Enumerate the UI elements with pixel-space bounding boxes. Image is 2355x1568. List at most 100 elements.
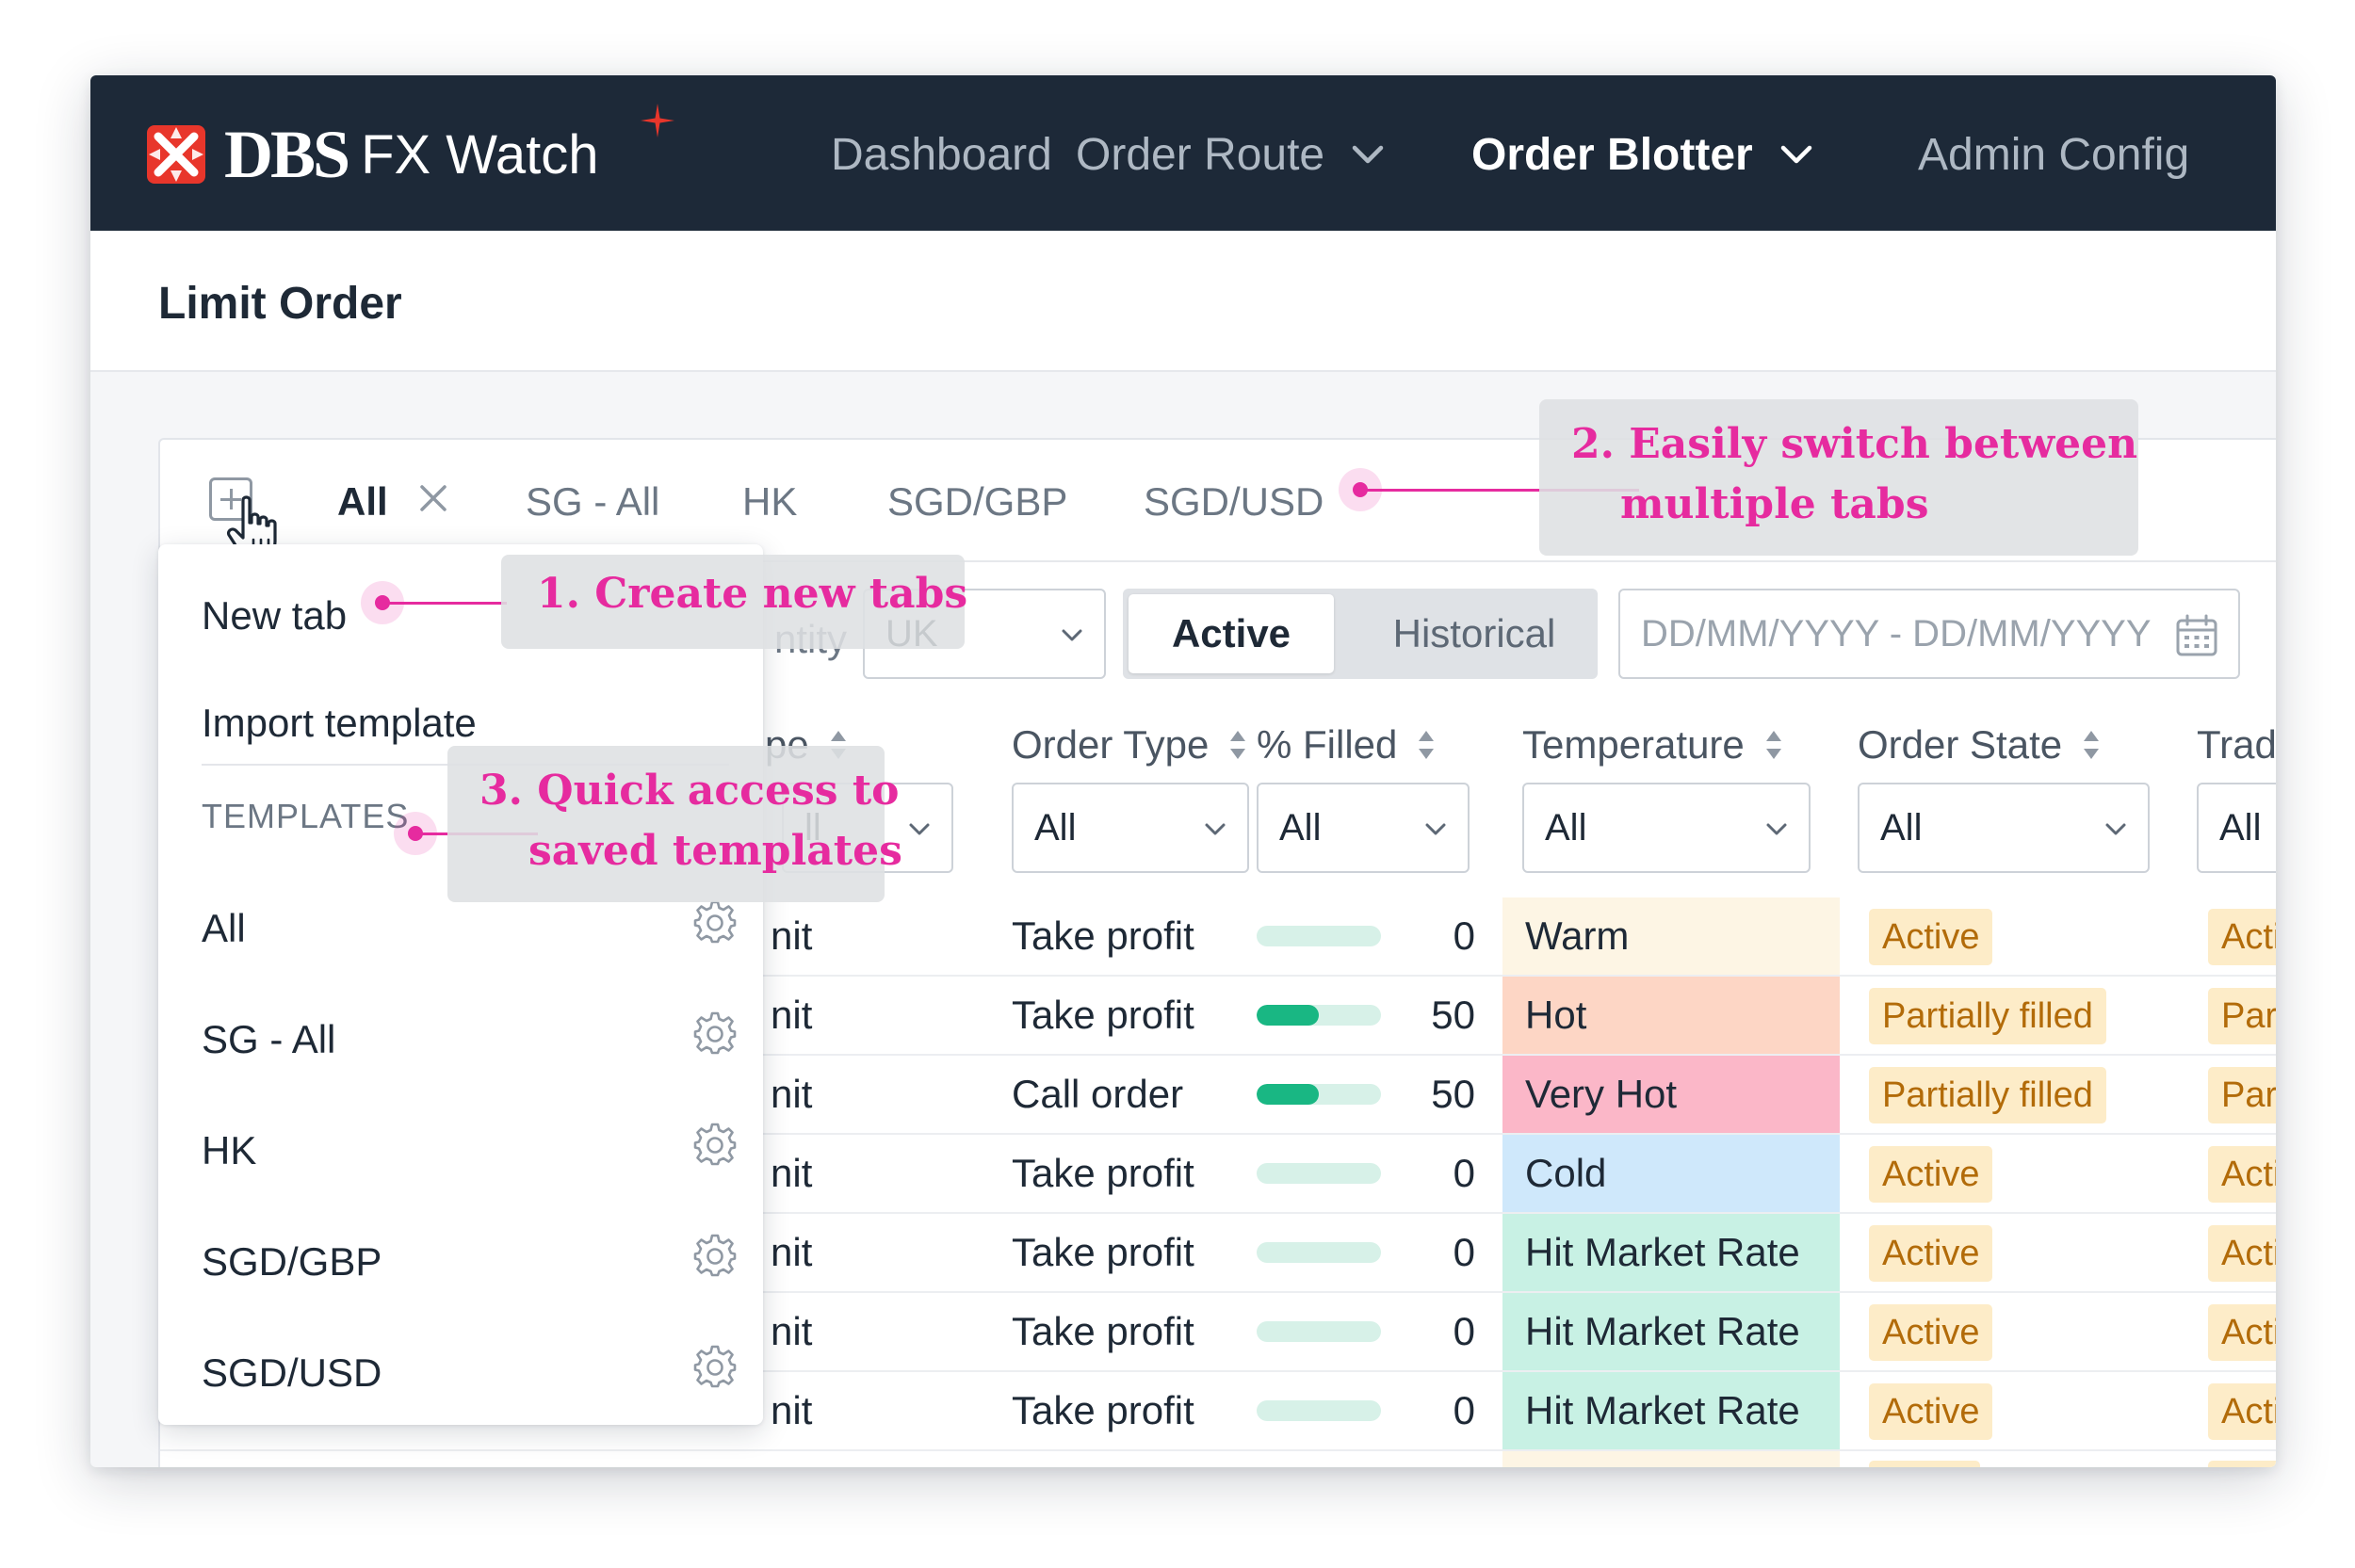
table-row[interactable]: nit Take profit 50 Hot Partially filled … [160,977,2276,1056]
filter-filled-value: All [1279,806,1322,849]
col-header-temperature-label: Temperature [1522,722,1745,767]
col-header-filled[interactable]: % Filled [1257,722,1437,768]
cell-temperature: Hit Market Rate [1502,1372,1840,1449]
annotation-2-leader [1366,489,1639,492]
page-title: Limit Order [158,279,402,329]
nav-admin-config[interactable]: Admin Config [1918,124,2189,185]
status-badge: Active [1869,1225,1993,1282]
filled-progress-bar [1257,1400,1381,1421]
col-header-temperature[interactable]: Temperature [1522,722,1784,768]
tab-sg-all[interactable]: SG - All [526,479,660,524]
menu-import-template[interactable]: Import template [202,701,477,745]
filled-progress-bar [1257,1163,1381,1184]
gear-icon[interactable] [691,1010,739,1057]
table-row[interactable]: nit Call order 50 Very Hot Partially fil… [160,1056,2276,1135]
col-header-order-state[interactable]: Order State [1858,722,2102,768]
status-badge: Active [2208,1225,2276,1282]
chevron-down-icon [2105,823,2126,835]
cell-order-type: Take profit [1012,1230,1194,1274]
menu-new-tab[interactable]: New tab [202,593,348,638]
table-row[interactable]: nit Take profit 0 Cold Active Active [160,1135,2276,1214]
status-badge: Active [2208,1383,2276,1440]
gear-icon[interactable] [691,1343,739,1390]
app-window: DBS FX Watch Dashboard Order Route Order… [90,75,2276,1467]
annotation-switch-tabs: 2. Easily switch between multiple tabs [1539,399,2138,556]
nav-order-blotter-label: Order Blotter [1471,129,1753,180]
col-header-order-state-label: Order State [1858,722,2063,767]
table-row[interactable]: nit Take profit 0 Hit Market Rate Active… [160,1372,2276,1451]
tab-bar: All SG - All HK SGD/GBP SGD/USD [160,440,2276,562]
filled-progress-bar [1257,1005,1381,1026]
chevron-down-icon [1766,823,1787,835]
toggle-active[interactable]: Active [1129,594,1334,673]
cell-order-type: Take profit [1012,913,1194,958]
annotation-3-text-line2: saved templates [528,827,902,875]
status-badge: Partially filled [1869,988,2106,1044]
nav-admin-config-label: Admin Config [1918,129,2190,180]
cell-temperature: Very Hot [1502,1056,1840,1133]
filled-progress-fill [1257,1005,1319,1026]
chevron-down-icon [909,823,930,835]
nav-dashboard[interactable]: Dashboard [831,124,1052,185]
app-logo[interactable]: DBS FX Watch [143,117,599,192]
template-item-sgd-gbp[interactable]: SGD/GBP [202,1239,382,1284]
status-badge-partial [1869,1461,1980,1467]
template-item-sgd-usd[interactable]: SGD/USD [202,1350,382,1395]
filter-order-state[interactable]: All [1858,783,2150,873]
tab-sgd-usd[interactable]: SGD/USD [1144,479,1324,524]
nav-order-blotter[interactable]: Order Blotter [1471,124,1815,185]
status-badge: Active [1869,1304,1993,1361]
annotation-create-new-tabs: 1. Create new tabs [501,555,967,649]
cell-filled: 50 [1431,993,1475,1037]
table-row[interactable]: nit Take profit 0 Hit Market Rate Active… [160,1293,2276,1372]
cell-filled: 0 [1453,1151,1475,1195]
tab-sgd-gbp[interactable]: SGD/GBP [887,479,1068,524]
col-header-order-type[interactable]: Order Type [1012,722,1248,768]
filter-filled[interactable]: All [1257,783,1470,873]
tab-hk[interactable]: HK [742,479,798,524]
calendar-icon[interactable] [2174,613,2219,658]
new-tab-menu: New tab Import template TEMPLATES All SG… [158,544,763,1425]
nav-dashboard-label: Dashboard [831,129,1052,180]
sort-icon [1419,731,1435,759]
cell-temperature: Cold [1502,1135,1840,1212]
annotation-1-dot [375,595,390,610]
filter-order-type-value: All [1034,806,1077,849]
cell-filled: 0 [1453,1309,1475,1353]
filter-trader[interactable]: All [2197,783,2276,873]
template-item-all[interactable]: All [202,906,246,950]
chevron-down-icon [1205,823,1226,835]
cell-order-type: Take profit [1012,1388,1194,1432]
status-badge: Partiall [2208,988,2276,1044]
template-item-sg-all[interactable]: SG - All [202,1017,336,1061]
filter-order-type[interactable]: All [1012,783,1249,873]
nav-order-route[interactable]: Order Route [1076,124,1387,185]
gear-icon[interactable] [691,1121,739,1168]
template-item-hk[interactable]: HK [202,1128,257,1172]
filter-temperature[interactable]: All [1522,783,1811,873]
filter-trader-value: All [2219,806,2262,849]
tab-all[interactable]: All [337,479,388,524]
sort-icon [1230,731,1246,759]
dbs-logo-icon [143,121,209,187]
status-badge: Active [1869,1146,1993,1203]
gear-icon[interactable] [691,898,739,946]
chevron-down-icon [1062,629,1082,641]
chevron-down-icon [1352,145,1384,164]
toggle-historical[interactable]: Historical [1392,611,1556,655]
top-nav: DBS FX Watch Dashboard Order Route Order… [90,75,2276,231]
cell-order-type: Take profit [1012,993,1194,1037]
cell-type: nit [771,993,813,1037]
date-range-input[interactable]: DD/MM/YYYY - DD/MM/YYYY [1618,589,2240,679]
table-row[interactable]: nit Take profit 0 Warm Active Active [160,897,2276,977]
gear-icon[interactable] [691,1232,739,1279]
chevron-down-icon [1425,823,1446,835]
cell-type: nit [771,1151,813,1195]
table-row-partial [160,1451,2276,1467]
col-header-trader[interactable]: Trader [2197,722,2276,768]
sort-icon [1765,731,1781,759]
close-icon[interactable] [414,479,452,517]
date-range-placeholder: DD/MM/YYYY - DD/MM/YYYY [1641,612,2152,655]
annotation-saved-templates: 3. Quick access to saved templates [447,746,902,902]
table-row[interactable]: nit Take profit 0 Hit Market Rate Active… [160,1214,2276,1293]
